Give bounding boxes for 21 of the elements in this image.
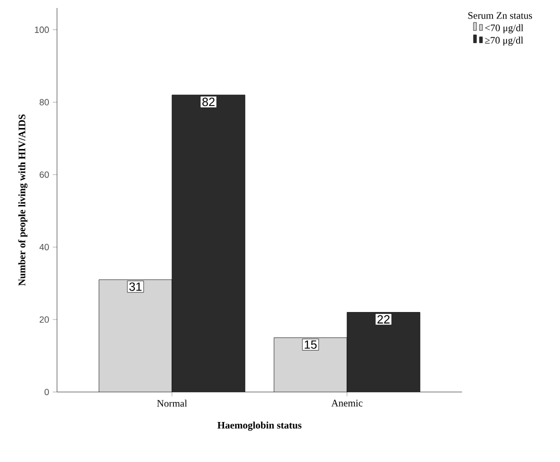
data-label: 82 <box>202 98 215 106</box>
bar <box>274 337 348 392</box>
x-axis-title: Haemoglobin status <box>217 422 302 431</box>
data-label: 31 <box>129 282 142 291</box>
y-tick-label: 40 <box>39 244 49 250</box>
y-axis-title: Number of people living with HIV/AIDS <box>18 114 28 286</box>
x-tick-label: Anemic <box>331 400 362 406</box>
legend-label: <70 μg/dl <box>485 24 524 34</box>
y-tick-label: 20 <box>40 316 49 323</box>
legend-label: ≥70 μg/dl <box>485 36 524 46</box>
y-tick-label: 100 <box>34 26 49 33</box>
data-label: 15 <box>304 340 317 349</box>
legend-title: Serum Zn status <box>468 12 532 19</box>
bar <box>98 280 172 392</box>
x-tick-label: Normal <box>157 400 188 407</box>
data-label: 22 <box>377 315 390 324</box>
y-tick-label: 0 <box>44 388 49 396</box>
y-tick-label: 60 <box>40 171 49 178</box>
y-tick-label: 80 <box>40 99 49 106</box>
bar <box>172 94 245 392</box>
bar <box>346 312 420 392</box>
